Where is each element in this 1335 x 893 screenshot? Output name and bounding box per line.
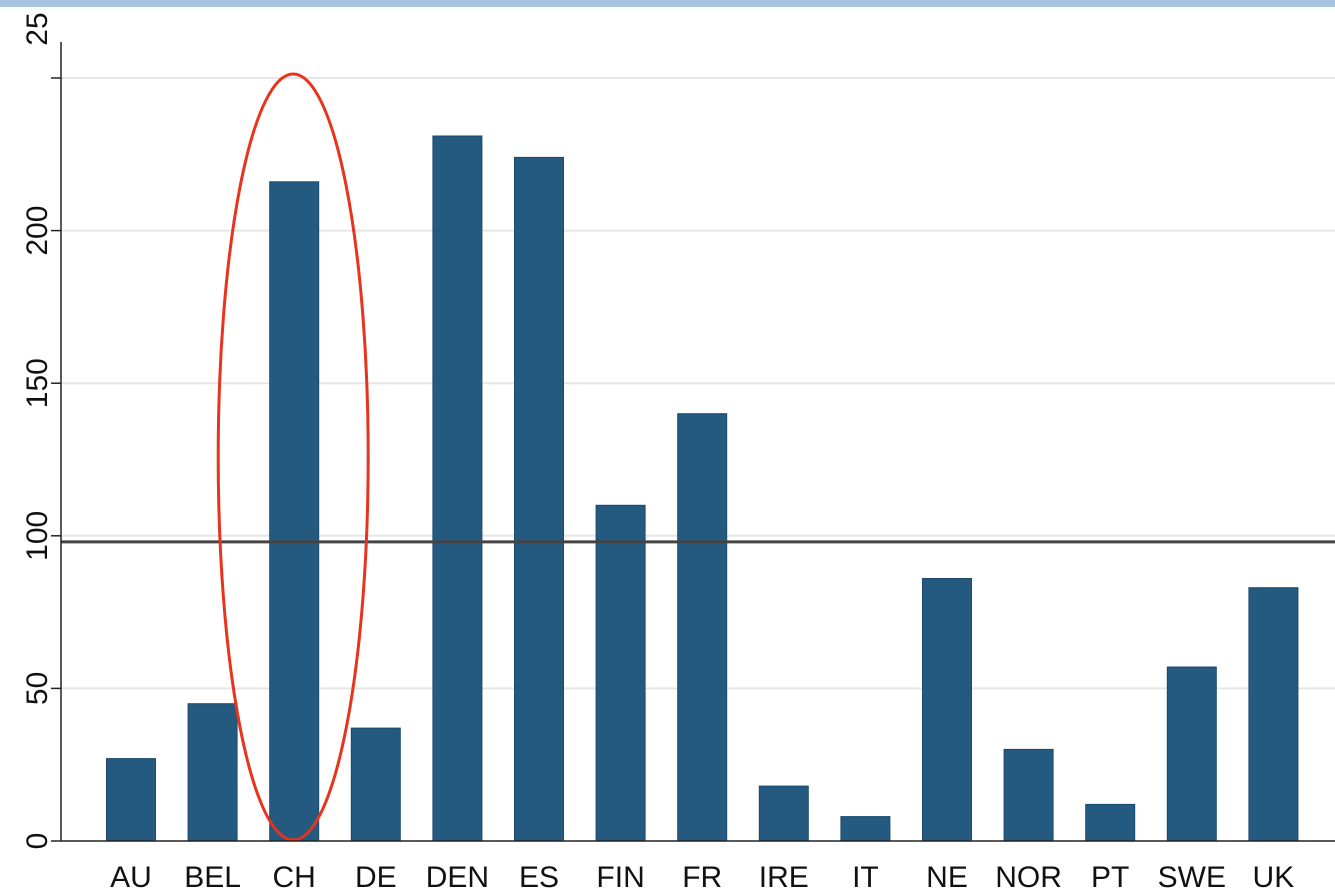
x-tick-label-ch: CH (273, 861, 316, 893)
bar-de (350, 727, 401, 842)
bar-es (514, 156, 564, 842)
y-tick-labels: 0 50 100 150 200 25 (21, 12, 54, 849)
top-border-bar (0, 0, 1335, 7)
y-tick-label-0: 0 (21, 833, 54, 850)
x-tick-label-den: DEN (426, 861, 489, 893)
bar-uk (1248, 587, 1299, 842)
bar-bel (187, 703, 238, 842)
bar-swe (1166, 666, 1217, 842)
x-tick-label-uk: UK (1253, 861, 1295, 893)
bar-ch (269, 181, 320, 842)
x-tick-label-bel: BEL (184, 861, 241, 893)
highlight-group (216, 72, 370, 842)
x-tick-label-ire: IRE (759, 861, 809, 893)
bar-au (106, 758, 156, 842)
bar-fin (595, 504, 646, 842)
x-tick-label-fin: FIN (596, 861, 644, 893)
x-tick-label-it: IT (852, 861, 879, 893)
y-tick-label-100: 100 (21, 511, 54, 561)
y-tick-label-150: 150 (21, 358, 54, 408)
x-tick-label-es: ES (519, 861, 559, 893)
bars (106, 135, 1299, 842)
x-tick-label-nor: NOR (995, 861, 1062, 893)
x-tick-label-ne: NE (926, 861, 968, 893)
bar-ire (758, 785, 809, 842)
bar-ne (922, 578, 972, 842)
x-tick-label-swe: SWE (1158, 861, 1226, 893)
x-tick-labels: AU BEL CH DE DEN ES FIN FR IRE IT NE NOR PT SWE UK (110, 861, 1294, 893)
y-tick-label-250: 25 (21, 12, 54, 45)
axes (51, 42, 1335, 842)
bar-it (840, 816, 891, 842)
bar-den (432, 135, 483, 842)
highlight-ellipse (216, 72, 370, 842)
y-tick-label-50: 50 (21, 672, 54, 705)
bar-fr (677, 413, 728, 842)
x-tick-label-au: AU (110, 861, 152, 893)
y-tick-label-200: 200 (21, 206, 54, 256)
x-tick-label-pt: PT (1091, 861, 1129, 893)
x-tick-label-de: DE (355, 861, 397, 893)
bar-nor (1003, 748, 1054, 842)
x-tick-label-fr: FR (682, 861, 722, 893)
bar-pt (1085, 803, 1136, 842)
